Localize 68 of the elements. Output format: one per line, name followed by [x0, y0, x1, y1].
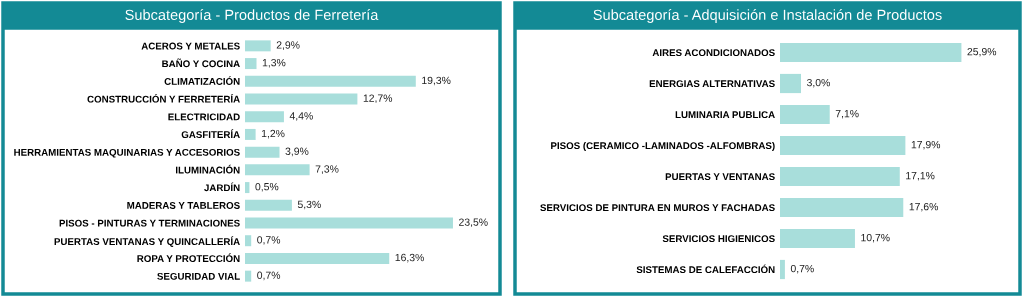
data-label: 19,3% [422, 76, 451, 86]
data-label: 3,9% [285, 147, 309, 157]
y-tick-label: SEGURIDAD VIAL [157, 272, 240, 280]
data-label: 0,5% [255, 182, 279, 192]
y-tick-label: ENERGIAS ALTERNATIVAS [649, 80, 775, 88]
bar [245, 75, 416, 87]
bar [245, 217, 453, 229]
data-label: 17,1% [906, 171, 935, 181]
y-tick-label: SERVICIOS DE PINTURA EN MUROS Y FACHADAS [540, 204, 775, 212]
bar [245, 199, 292, 211]
bar [245, 111, 284, 123]
data-label: 16,3% [395, 253, 424, 263]
bar [245, 93, 358, 105]
bar [245, 128, 256, 140]
y-tick-label: GASFITERÍA [181, 129, 240, 139]
y-tick-label: AIRES ACONDICIONADOS [652, 49, 775, 57]
bar [780, 135, 906, 156]
y-tick-label: PISOS (CERAMICO -LAMINADOS -ALFOMBRAS) [551, 141, 775, 152]
data-label: 12,7% [363, 94, 393, 104]
data-label: 5,3% [297, 200, 321, 210]
y-tick-label: CONSTRUCCIÓN Y FERRETERÍA [87, 93, 240, 103]
y-tick-label: HERRAMIENTAS MAQUINARIAS Y ACCESORIOS [14, 148, 240, 158]
bar [245, 164, 310, 176]
data-label: 1,2% [261, 129, 285, 139]
y-tick-label: PUERTAS VENTANAS Y QUINCALLERÍA [54, 236, 240, 247]
data-label: 7,3% [315, 165, 339, 174]
y-tick-label: LUMINARIA PUBLICA [675, 111, 775, 119]
bar [245, 58, 257, 70]
bar [780, 228, 855, 249]
data-label: 2,9% [276, 41, 300, 50]
bar [245, 235, 252, 247]
y-tick-label: JARDÍN [204, 182, 240, 192]
y-tick-label: ROPA Y PROTECCIÓN [137, 253, 240, 263]
y-tick-label: PISOS - PINTURAS Y TERMINACIONES [59, 219, 240, 227]
bar [780, 259, 785, 280]
data-label: 17,9% [911, 140, 941, 150]
data-label: 7,1% [835, 109, 859, 119]
y-tick-label: CLIMATIZACIÓN [164, 76, 240, 85]
bar [245, 270, 252, 282]
bar [780, 166, 900, 187]
chart-title: Subcategoría - Productos de Ferretería [125, 9, 379, 23]
bar [780, 104, 830, 125]
data-label: 10,7% [861, 233, 890, 243]
y-tick-label: ACEROS Y METALES [141, 42, 240, 50]
bar [780, 197, 904, 218]
y-tick-label: SISTEMAS DE CALEFACCIÓN [636, 264, 775, 274]
data-label: 1,3% [262, 58, 286, 68]
bar [245, 146, 280, 158]
bar [780, 73, 802, 94]
bar [245, 40, 271, 52]
y-tick-label: PUERTAS Y VENTANAS [665, 173, 775, 181]
data-label: 4,4% [289, 112, 313, 121]
bar [245, 252, 390, 264]
y-tick-label: MADERAS Y TABLEROS [127, 202, 240, 209]
y-tick-label: BAÑO Y COCINA [162, 58, 240, 68]
data-label: 17,6% [909, 202, 938, 212]
data-label: 23,5% [459, 218, 488, 228]
data-label: 0,7% [790, 264, 814, 274]
data-label: 0,7% [257, 236, 281, 245]
data-label: 25,9% [967, 47, 997, 57]
y-tick-label: ELECTRICIDAD [168, 113, 240, 121]
data-label: 0,7% [257, 271, 281, 281]
chart-title: Subcategoría - Adquisición e Instalación de Productos [593, 9, 942, 23]
y-tick-label: SERVICIOS HIGIENICOS [662, 235, 775, 243]
bar [245, 182, 250, 194]
y-tick-label: ILUMINACIÓN [175, 164, 240, 174]
bar [780, 42, 962, 63]
data-label: 3,0% [806, 78, 830, 88]
